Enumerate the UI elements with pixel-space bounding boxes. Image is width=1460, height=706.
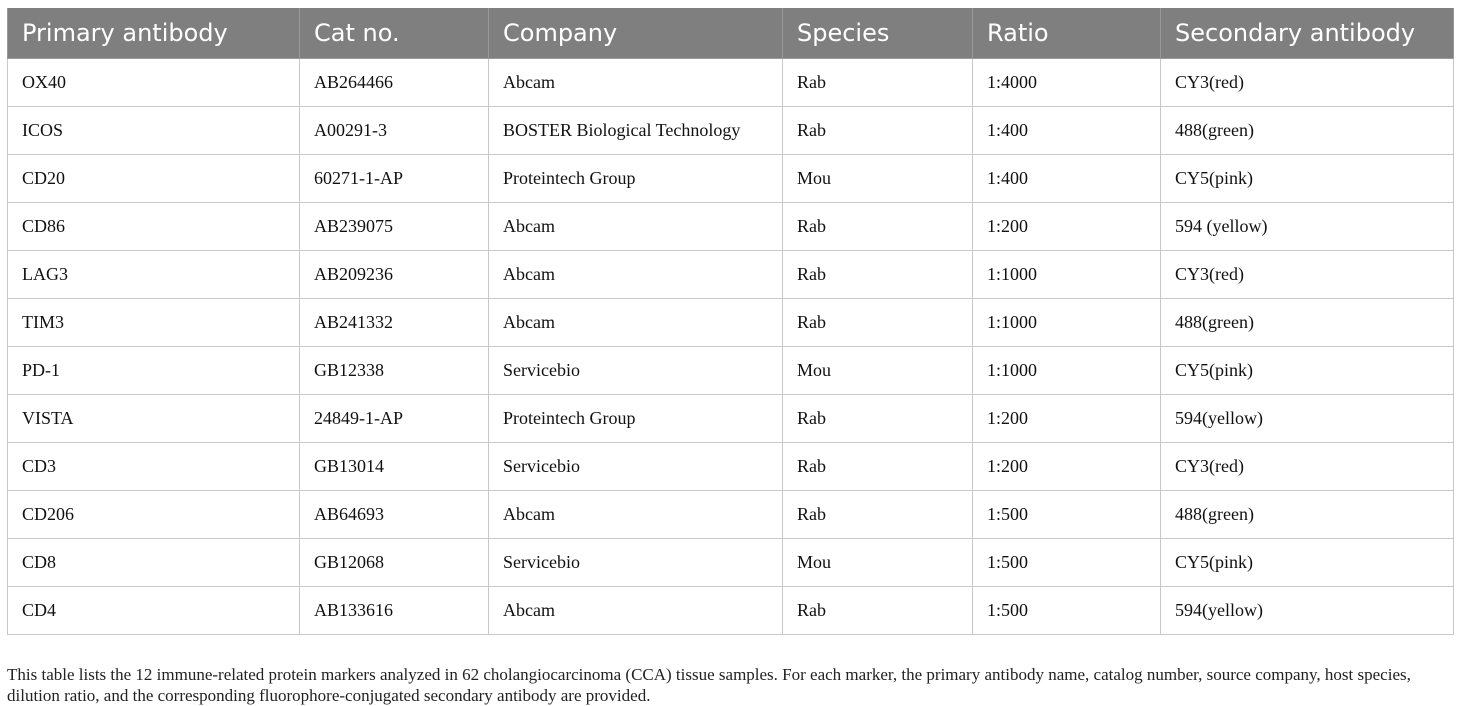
table-row: CD3 GB13014 Servicebio Rab 1:200 CY3(red…	[7, 442, 1454, 491]
cell-cat-no: AB133616	[299, 586, 489, 635]
cell-ratio: 1:500	[972, 490, 1161, 539]
cell-company: Abcam	[488, 202, 783, 251]
cell-species: Rab	[782, 394, 973, 443]
cell-cat-no: AB209236	[299, 250, 489, 299]
header-species: Species	[782, 8, 973, 59]
cell-cat-no: AB241332	[299, 298, 489, 347]
cell-primary-antibody: CD8	[7, 538, 300, 587]
cell-ratio: 1:200	[972, 442, 1161, 491]
cell-secondary-antibody: CY3(red)	[1160, 442, 1454, 491]
cell-primary-antibody: TIM3	[7, 298, 300, 347]
cell-ratio: 1:500	[972, 538, 1161, 587]
antibody-table: Primary antibody Cat no. Company Species…	[7, 8, 1454, 635]
cell-cat-no: AB64693	[299, 490, 489, 539]
table-row: CD206 AB64693 Abcam Rab 1:500 488(green)	[7, 490, 1454, 539]
cell-company: Abcam	[488, 490, 783, 539]
cell-species: Rab	[782, 250, 973, 299]
table-row: LAG3 AB209236 Abcam Rab 1:1000 CY3(red)	[7, 250, 1454, 299]
cell-secondary-antibody: CY5(pink)	[1160, 346, 1454, 395]
cell-ratio: 1:500	[972, 586, 1161, 635]
cell-cat-no: 24849-1-AP	[299, 394, 489, 443]
table-header-row: Primary antibody Cat no. Company Species…	[7, 8, 1454, 59]
cell-ratio: 1:4000	[972, 58, 1161, 107]
cell-secondary-antibody: 488(green)	[1160, 490, 1454, 539]
cell-secondary-antibody: 488(green)	[1160, 298, 1454, 347]
cell-company: Abcam	[488, 58, 783, 107]
cell-secondary-antibody: 594(yellow)	[1160, 394, 1454, 443]
cell-primary-antibody: PD-1	[7, 346, 300, 395]
cell-species: Rab	[782, 586, 973, 635]
cell-primary-antibody: VISTA	[7, 394, 300, 443]
cell-cat-no: AB239075	[299, 202, 489, 251]
cell-company: Servicebio	[488, 442, 783, 491]
cell-secondary-antibody: CY5(pink)	[1160, 154, 1454, 203]
cell-ratio: 1:1000	[972, 250, 1161, 299]
cell-species: Rab	[782, 298, 973, 347]
header-ratio: Ratio	[972, 8, 1161, 59]
table-row: OX40 AB264466 Abcam Rab 1:4000 CY3(red)	[7, 58, 1454, 107]
cell-secondary-antibody: 594 (yellow)	[1160, 202, 1454, 251]
cell-primary-antibody: CD3	[7, 442, 300, 491]
cell-primary-antibody: OX40	[7, 58, 300, 107]
cell-company: Abcam	[488, 250, 783, 299]
cell-primary-antibody: CD206	[7, 490, 300, 539]
cell-ratio: 1:1000	[972, 298, 1161, 347]
cell-species: Rab	[782, 442, 973, 491]
table-row: CD86 AB239075 Abcam Rab 1:200 594 (yello…	[7, 202, 1454, 251]
cell-species: Rab	[782, 106, 973, 155]
cell-company: Servicebio	[488, 538, 783, 587]
table-row: CD8 GB12068 Servicebio Mou 1:500 CY5(pin…	[7, 538, 1454, 587]
table-row: VISTA 24849-1-AP Proteintech Group Rab 1…	[7, 394, 1454, 443]
cell-secondary-antibody: 594(yellow)	[1160, 586, 1454, 635]
cell-species: Rab	[782, 490, 973, 539]
cell-primary-antibody: CD4	[7, 586, 300, 635]
cell-species: Mou	[782, 346, 973, 395]
cell-ratio: 1:200	[972, 394, 1161, 443]
cell-secondary-antibody: 488(green)	[1160, 106, 1454, 155]
table-row: TIM3 AB241332 Abcam Rab 1:1000 488(green…	[7, 298, 1454, 347]
cell-species: Rab	[782, 58, 973, 107]
cell-secondary-antibody: CY3(red)	[1160, 250, 1454, 299]
cell-cat-no: GB12338	[299, 346, 489, 395]
cell-cat-no: 60271-1-AP	[299, 154, 489, 203]
cell-company: Proteintech Group	[488, 154, 783, 203]
cell-secondary-antibody: CY3(red)	[1160, 58, 1454, 107]
cell-secondary-antibody: CY5(pink)	[1160, 538, 1454, 587]
cell-ratio: 1:400	[972, 154, 1161, 203]
header-secondary-antibody: Secondary antibody	[1160, 8, 1454, 59]
cell-cat-no: GB12068	[299, 538, 489, 587]
cell-ratio: 1:1000	[972, 346, 1161, 395]
header-primary-antibody: Primary antibody	[7, 8, 300, 59]
table-row: CD20 60271-1-AP Proteintech Group Mou 1:…	[7, 154, 1454, 203]
cell-cat-no: AB264466	[299, 58, 489, 107]
table-row: PD-1 GB12338 Servicebio Mou 1:1000 CY5(p…	[7, 346, 1454, 395]
cell-company: Abcam	[488, 298, 783, 347]
antibody-table-container: Primary antibody Cat no. Company Species…	[7, 8, 1454, 635]
header-company: Company	[488, 8, 783, 59]
cell-ratio: 1:200	[972, 202, 1161, 251]
cell-species: Mou	[782, 154, 973, 203]
cell-company: Proteintech Group	[488, 394, 783, 443]
cell-ratio: 1:400	[972, 106, 1161, 155]
cell-primary-antibody: CD20	[7, 154, 300, 203]
cell-species: Mou	[782, 538, 973, 587]
cell-cat-no: GB13014	[299, 442, 489, 491]
cell-company: Abcam	[488, 586, 783, 635]
table-row: ICOS A00291-3 BOSTER Biological Technolo…	[7, 106, 1454, 155]
header-cat-no: Cat no.	[299, 8, 489, 59]
cell-species: Rab	[782, 202, 973, 251]
table-row: CD4 AB133616 Abcam Rab 1:500 594(yellow)	[7, 586, 1454, 635]
cell-primary-antibody: ICOS	[7, 106, 300, 155]
cell-company: BOSTER Biological Technology	[488, 106, 783, 155]
cell-primary-antibody: LAG3	[7, 250, 300, 299]
cell-cat-no: A00291-3	[299, 106, 489, 155]
cell-primary-antibody: CD86	[7, 202, 300, 251]
cell-company: Servicebio	[488, 346, 783, 395]
